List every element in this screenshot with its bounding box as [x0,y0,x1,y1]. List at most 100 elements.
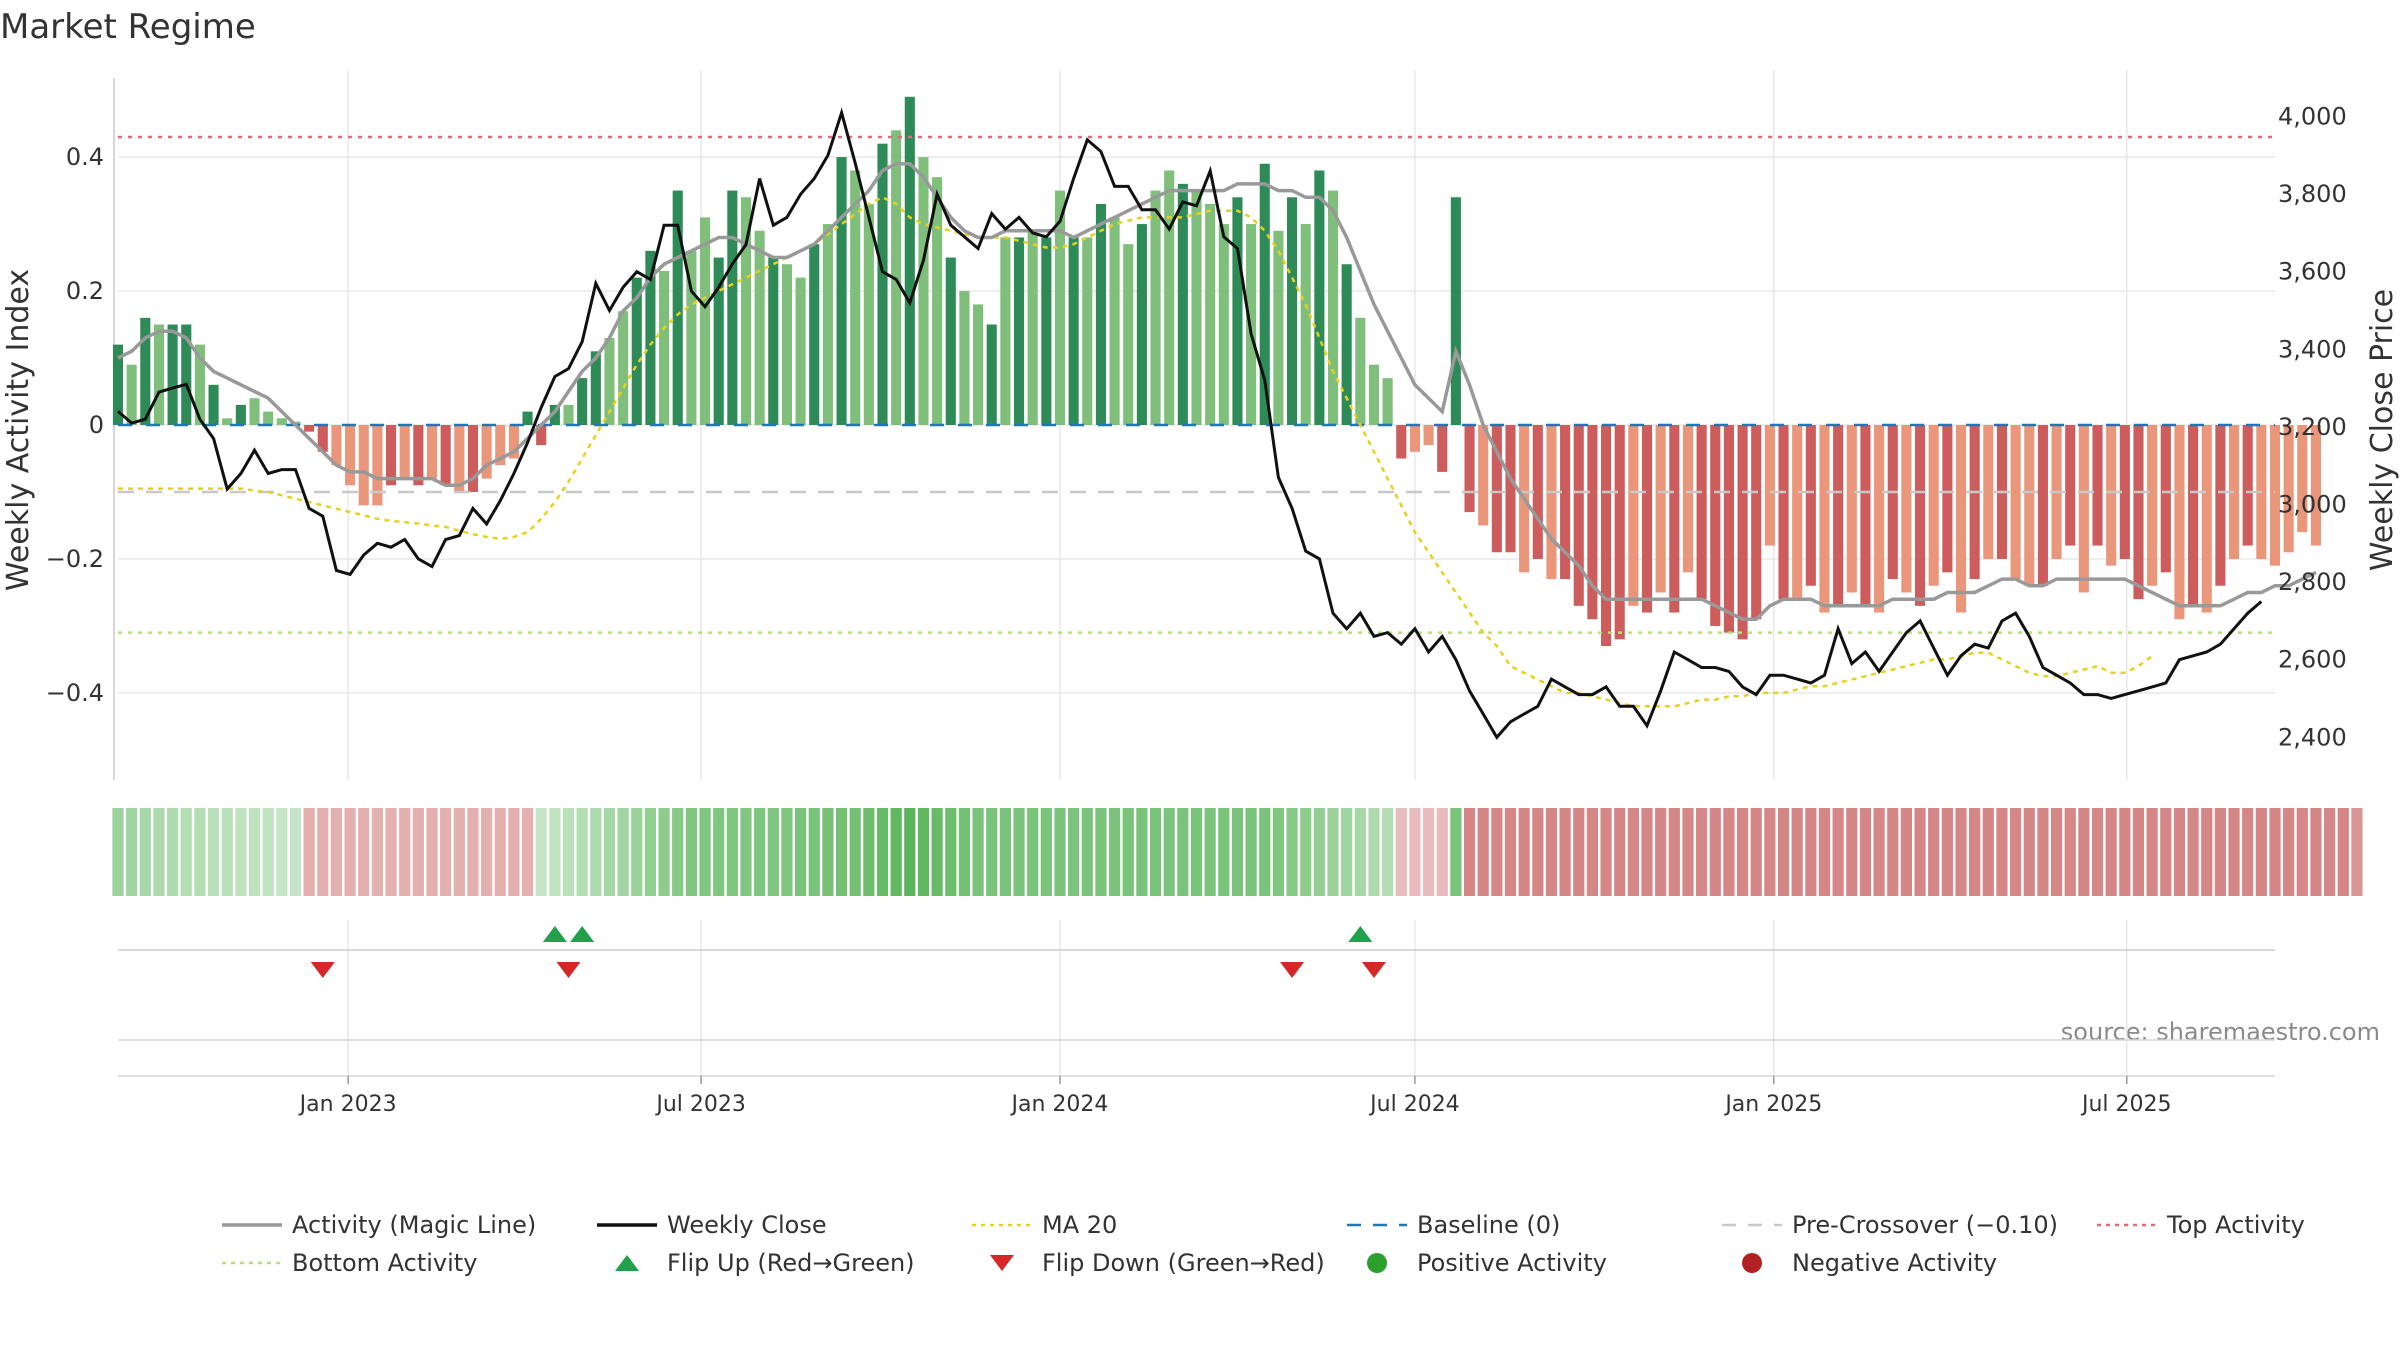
regime-cell [167,808,179,896]
activity-bar [2106,425,2117,566]
regime-cell [849,808,861,896]
regime-cell [1873,808,1885,896]
activity-bar [1505,425,1516,553]
regime-cell [2173,808,2186,896]
activity-bar [1751,425,1762,620]
activity-bar [399,425,410,479]
regime-cell [1586,808,1599,896]
activity-bar [672,190,683,425]
activity-bar [304,425,315,432]
activity-bar [2147,425,2158,586]
regime-cell [2201,808,2213,896]
regime-cell [999,808,1011,896]
legend-swatch [1367,1253,1387,1273]
regime-cell [1108,808,1121,896]
activity-bar [945,257,956,425]
activity-bar [932,177,943,425]
activity-bar [208,384,219,425]
regime-cell [1696,808,1708,896]
regime-cell [1832,808,1844,896]
regime-cell [1573,808,1585,896]
regime-cell [112,808,124,896]
legend-label: Flip Down (Green→Red) [1042,1249,1325,1277]
regime-cell [631,808,643,896]
regime-cell [945,808,957,896]
legend-item: Flip Up (Red→Green) [615,1249,915,1277]
regime-cell [672,808,684,896]
activity-bar [1013,237,1025,425]
regime-cell [1163,808,1175,896]
activity-bar [2174,425,2185,620]
activity-bar [563,404,574,425]
activity-bar [126,364,137,425]
regime-cell [1463,808,1476,896]
regime-cell [1013,808,1025,896]
regime-cell [535,808,547,896]
regime-cell [2023,808,2035,896]
activity-bar [440,425,451,486]
regime-cell [180,808,192,896]
regime-cell [1450,808,1462,896]
regime-cell [2228,808,2240,896]
activity-bar [1232,197,1243,425]
legend-label: Negative Activity [1792,1249,1997,1277]
activity-bar [918,157,929,425]
legend-item: Pre-Crossover (−0.10) [1722,1211,2058,1239]
regime-cell [699,808,711,896]
regime-cell [289,808,302,896]
activity-bar [590,351,601,425]
activity-bar [385,425,397,486]
flip-down-marker [1280,962,1305,978]
regime-cell [1777,808,1790,896]
regime-cell [767,808,779,896]
regime-cell [1969,808,1981,896]
activity-bar [317,425,328,452]
regime-cell [1614,808,1626,896]
right-tick-label: 3,200 [2278,413,2347,441]
regime-cell [2037,808,2049,896]
activity-bar [836,157,847,425]
activity-bar [877,143,888,425]
activity-bar [781,264,792,425]
legend-item: Negative Activity [1742,1249,1997,1277]
left-tick-label: 0.4 [66,143,104,171]
regime-cell [221,808,233,896]
activity-bar [536,425,547,446]
activity-bar [2078,425,2089,593]
regime-cell [248,808,261,896]
activity-bar [904,96,915,425]
right-axis-label: Weekly Close Price [2365,289,2400,571]
regime-cell [521,808,534,896]
regime-cell [1600,808,1612,896]
activity-bar [863,203,874,425]
activity-bar [2160,425,2171,573]
legend-label: Flip Up (Red→Green) [667,1249,915,1277]
activity-bar [2133,425,2144,600]
activity-bar [413,425,424,486]
activity-bar [2188,425,2199,606]
activity-bar [1300,224,1311,425]
activity-bar [2310,425,2322,546]
regime-cell [2010,808,2022,896]
activity-bar [2242,425,2253,546]
regime-cell [1982,808,1994,896]
regime-cell [1914,808,1926,896]
regime-cell [2050,808,2063,896]
activity-bar [263,411,274,425]
legend-label: Activity (Magic Line) [292,1211,536,1239]
activity-bar [1314,170,1325,425]
regime-cell [1996,808,2008,896]
regime-cell [1723,808,1735,896]
regime-cell [1491,808,1503,896]
activity-bar [1164,170,1175,425]
activity-bar [1710,425,1721,626]
activity-bar [167,324,178,425]
activity-bar [1887,425,1898,580]
activity-bar [1041,237,1052,425]
legend-label: Top Activity [2166,1211,2305,1239]
activity-bar [1874,425,1885,613]
regime-cell [617,808,629,896]
flip-markers [118,926,2275,1077]
regime-cell [549,808,561,896]
regime-cell [276,808,288,896]
